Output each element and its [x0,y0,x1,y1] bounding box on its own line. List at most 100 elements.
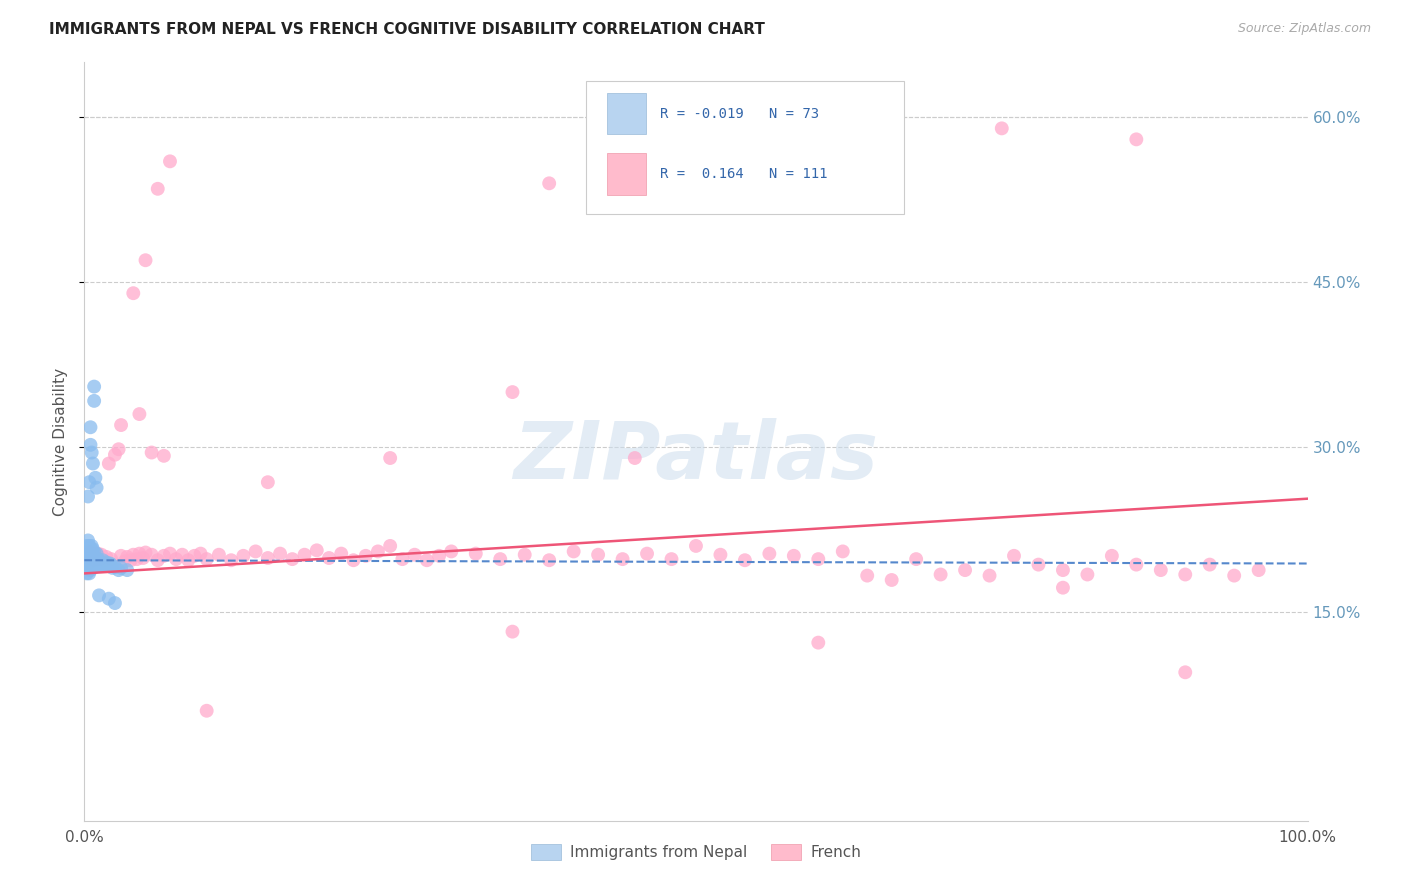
Point [1076,567,1098,582]
Point [97,457,120,471]
Text: IMMIGRANTS FROM NEPAL VS FRENCH COGNITIVE DISABILITY CORRELATION CHART: IMMIGRANTS FROM NEPAL VS FRENCH COGNITIV… [49,22,765,37]
Point [1125,558,1147,572]
FancyBboxPatch shape [606,153,645,195]
Point [87,552,110,566]
Point [294,548,316,562]
Point [115,549,138,564]
Point [75,556,97,570]
Y-axis label: Cognitive Disability: Cognitive Disability [52,368,67,516]
Text: Source: ZipAtlas.com: Source: ZipAtlas.com [1237,22,1371,36]
Point [195,704,218,718]
Point [77,539,100,553]
Point [107,563,129,577]
Point [84,554,107,568]
Point [122,548,145,562]
Point [208,548,231,562]
Point [101,561,124,575]
Point [502,385,524,400]
Point [709,548,731,562]
Point [96,549,118,564]
Point [83,379,105,393]
Point [76,566,98,581]
Point [83,552,105,566]
Point [97,558,120,572]
Point [153,449,176,463]
Point [107,442,129,457]
Point [77,561,100,575]
Point [245,544,267,558]
Point [79,547,101,561]
Point [1052,581,1074,595]
Point [636,547,658,561]
Point [75,549,97,564]
Point [165,552,187,566]
Point [464,547,486,561]
Point [82,457,104,471]
Point [153,549,176,563]
Point [93,558,115,573]
Point [77,475,100,490]
Point [77,533,100,548]
Point [281,552,304,566]
Point [80,549,103,564]
Point [1223,568,1246,582]
Point [135,253,157,268]
Point [82,542,104,557]
Point [104,559,127,574]
Point [305,543,328,558]
Point [141,548,163,562]
Point [87,553,110,567]
Point [807,635,830,649]
Point [141,445,163,459]
Point [97,591,120,606]
Point [77,556,100,570]
Point [953,563,976,577]
Point [586,548,609,562]
Point [624,450,647,465]
Point [96,556,118,570]
Point [146,553,169,567]
Point [80,539,103,553]
Point [86,558,108,573]
Point [79,553,101,567]
Point [380,539,402,553]
Point [87,558,110,573]
Point [77,561,100,575]
Point [391,552,413,566]
Point [91,553,114,567]
Point [177,553,200,567]
Point [122,286,145,301]
Point [219,553,242,567]
Point [232,549,254,563]
Legend: Immigrants from Nepal, French: Immigrants from Nepal, French [524,838,868,866]
Point [380,450,402,465]
Point [76,539,98,553]
Point [269,547,291,561]
Point [100,552,122,566]
Point [1028,558,1050,572]
Point [93,553,115,567]
Point [1150,563,1173,577]
Point [87,547,110,561]
FancyBboxPatch shape [586,81,904,214]
Point [98,557,121,571]
Point [747,135,769,149]
Point [991,121,1014,136]
Point [90,548,112,562]
Point [89,558,111,572]
Point [110,549,132,563]
Point [110,418,132,433]
Point [80,544,103,558]
Point [80,544,103,558]
Point [97,558,120,573]
Point [132,551,155,566]
Text: R = -0.019   N = 73: R = -0.019 N = 73 [661,107,820,120]
Point [86,481,108,495]
Point [79,420,101,434]
Point [77,548,100,562]
Point [91,558,114,572]
Point [758,547,780,561]
Point [80,445,103,459]
Point [94,558,117,572]
Point [135,545,157,559]
